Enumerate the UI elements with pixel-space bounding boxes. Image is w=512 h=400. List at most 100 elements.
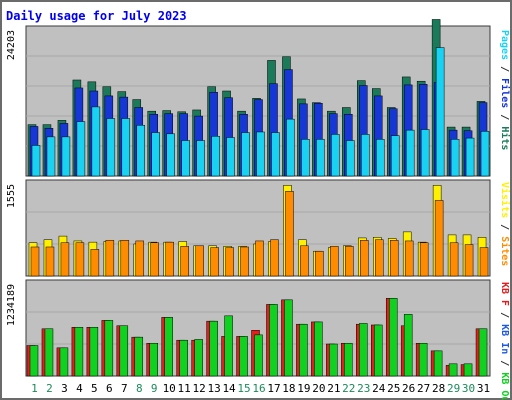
x-tick-label: 11 [178,382,191,395]
bar-pages-day-14 [226,137,235,177]
bar-sites-day-10 [165,241,174,277]
legend-entry: / [499,218,510,236]
bar-sites-day-3 [60,242,70,277]
bar-kb-out-day-16 [254,334,263,377]
bar-pages-day-18 [286,118,295,177]
bar-kb-out-day-7 [119,325,129,377]
bar-pages-day-12 [196,140,205,177]
bar-pages-day-25 [390,135,400,177]
bar-sites-day-12 [195,245,204,277]
bar-pages-day-5 [91,106,101,177]
y-max-label: 24203 [6,30,17,60]
bar-kb-out-day-23 [359,323,368,377]
bar-pages-day-26 [405,129,415,177]
bar-pages-day-11 [181,140,190,177]
x-tick-label: 4 [76,382,83,395]
x-tick-label: 2 [46,382,53,395]
bar-sites-day-2 [45,246,55,277]
x-tick-label: 22 [342,382,355,395]
bar-sites-day-24 [375,239,384,277]
x-tick-label: 19 [297,382,310,395]
legend-entry: / [499,306,510,324]
bar-kb-out-day-13 [209,320,218,377]
bar-kb-out-day-11 [179,339,188,377]
bar-sites-day-22 [345,246,354,277]
bar-sites-day-8 [135,240,145,277]
legend-entry: KB Out [499,372,510,400]
bar-kb-out-day-19 [299,323,308,377]
bar-sites-day-31 [479,247,489,277]
bar-kb-out-day-21 [329,343,338,377]
bar-pages-day-29 [450,139,460,177]
legend-entry: / [499,354,510,372]
bar-kb-out-day-24 [374,324,383,377]
bar-pages-day-24 [376,139,385,177]
x-tick-label: 6 [106,382,113,395]
bar-kb-out-day-6 [104,320,114,377]
x-tick-label: 29 [447,382,460,395]
x-tick-label: 1 [31,382,38,395]
bar-kb-out-day-4 [74,327,84,377]
bar-pages-day-1 [31,145,41,177]
bar-pages-day-3 [61,136,71,177]
bar-kb-out-day-12 [194,339,203,377]
bar-kb-out-day-22 [344,342,353,377]
legend-entry: Hits [499,126,511,150]
bar-kb-out-day-20 [314,321,323,377]
bar-kb-out-day-9 [149,342,158,377]
bar-pages-day-6 [106,118,116,177]
bar-pages-day-15 [241,132,250,177]
bar-kb-out-day-25 [388,298,398,377]
legend-entry: KB In [499,324,510,354]
bar-sites-day-11 [180,246,189,277]
bar-pages-day-30 [465,137,475,177]
bar-kb-out-day-10 [164,317,173,377]
bar-sites-day-1 [30,246,40,277]
bar-pages-day-27 [420,129,430,177]
bar-kb-out-day-5 [89,327,99,377]
bar-kb-out-day-31 [478,328,488,377]
x-tick-label: 7 [121,382,128,395]
bar-pages-day-23 [361,134,370,177]
x-tick-label: 27 [417,382,430,395]
bar-pages-day-28 [435,47,445,177]
x-tick-label: 8 [136,382,143,395]
bar-sites-day-15 [240,246,249,277]
bar-kb-out-day-1 [29,345,39,377]
x-tick-label: 12 [193,382,206,395]
bar-sites-day-4 [75,242,85,277]
bar-pages-day-4 [76,121,86,177]
bar-sites-day-13 [210,247,219,277]
bar-kb-out-day-30 [463,363,473,377]
bar-pages-day-10 [166,133,175,177]
x-tick-label: 30 [462,382,475,395]
bar-sites-day-16 [255,240,264,277]
bar-kb-out-day-26 [403,314,413,377]
legend-entry: KB F [499,282,510,306]
bar-kb-out-day-15 [239,336,248,377]
chart-title: Daily usage for July 2023 [6,9,187,23]
bar-sites-day-7 [120,240,130,277]
y-max-label: 1234189 [6,284,17,326]
bar-sites-day-5 [90,249,100,277]
x-tick-label: 5 [91,382,98,395]
bar-pages-day-9 [151,132,160,177]
x-tick-label: 14 [222,382,236,395]
bar-pages-day-17 [271,132,280,177]
bar-kb-out-day-28 [433,350,443,377]
bar-pages-day-22 [346,140,355,177]
bar-sites-day-9 [150,242,159,277]
x-tick-label: 21 [327,382,340,395]
bar-kb-out-day-3 [59,347,69,377]
bar-sites-day-28 [434,200,444,277]
bar-pages-day-8 [136,124,146,177]
bar-sites-day-18 [285,191,294,277]
bar-sites-day-20 [315,250,324,277]
x-tick-label: 24 [372,382,386,395]
y-max-label: 1555 [6,184,17,208]
x-tick-label: 13 [207,382,220,395]
bar-sites-day-26 [404,240,414,277]
x-tick-label: 26 [402,382,415,395]
